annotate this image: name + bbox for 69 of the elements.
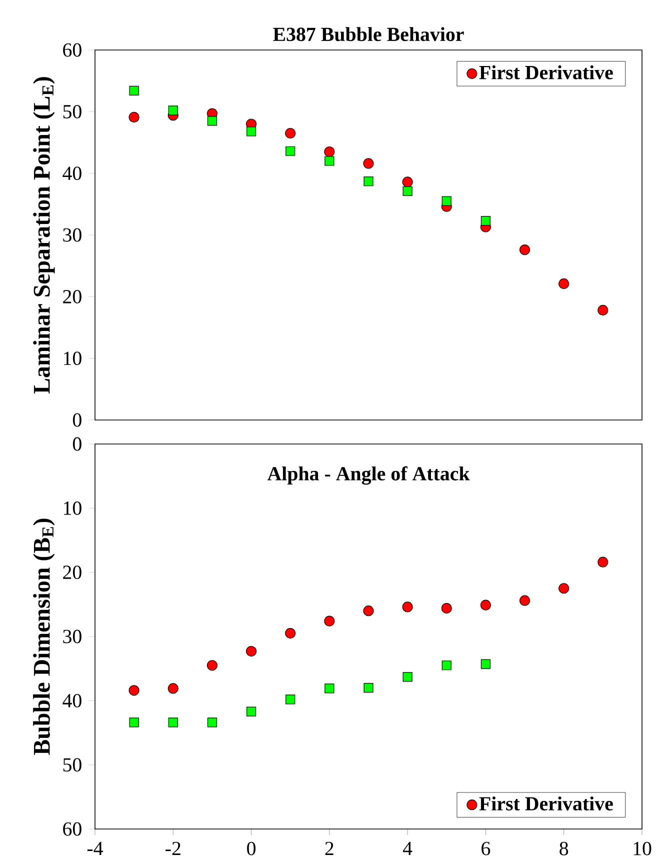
y-tick-label: 0	[73, 437, 82, 451]
point	[208, 718, 218, 728]
x-tick-label: 4	[403, 842, 412, 855]
y-axis-title: Laminar Separation Point (L$_{E}$)	[33, 77, 55, 394]
point	[285, 128, 296, 139]
point	[598, 556, 608, 568]
x-tick-label: 6	[482, 842, 490, 856]
point	[402, 602, 414, 612]
point	[520, 595, 530, 606]
y-axis-title: Bubble Dimension (B$_{E}$)	[33, 518, 55, 755]
point	[246, 706, 256, 716]
point	[286, 694, 296, 704]
point	[207, 660, 218, 671]
point	[364, 176, 374, 186]
y-tick-label: 40	[62, 166, 82, 180]
point	[520, 244, 530, 256]
point	[402, 672, 413, 682]
point	[480, 600, 492, 610]
x-tick-label: 2	[326, 842, 334, 856]
y-tick-label: 60	[63, 822, 82, 836]
point	[442, 660, 452, 670]
y-tick-label: 50	[64, 104, 82, 118]
point	[168, 683, 179, 694]
point	[129, 86, 140, 96]
point	[598, 304, 608, 316]
point	[364, 683, 374, 693]
point	[128, 685, 140, 696]
point	[363, 158, 374, 169]
point	[324, 156, 334, 166]
y-tick-label: 10	[64, 501, 82, 515]
point	[129, 718, 140, 728]
y-tick-label: 20	[63, 290, 82, 304]
point	[481, 216, 491, 226]
x-tick-label: 10	[634, 842, 652, 856]
y-tick-label: 20	[63, 566, 82, 580]
point	[285, 628, 296, 639]
point	[324, 146, 335, 158]
x-tick-label: -4	[88, 842, 104, 855]
legend-label: First Derivative	[480, 65, 614, 80]
y-tick-label: 40	[62, 694, 82, 708]
point	[442, 602, 452, 614]
point	[286, 146, 296, 156]
legend-label: First Derivative	[480, 796, 614, 810]
y-tick-label: 50	[64, 758, 82, 772]
point	[168, 106, 178, 116]
point	[481, 659, 491, 669]
point	[402, 176, 414, 188]
chart-title: E387 Bubble Behavior	[273, 27, 464, 42]
point	[324, 684, 334, 694]
x-tick-label: 0	[247, 842, 256, 856]
point	[442, 196, 452, 206]
x-tick-label: 8	[560, 842, 568, 856]
point	[558, 278, 570, 290]
y-tick-label: 30	[63, 630, 82, 644]
point	[324, 616, 335, 626]
y-tick-label: 30	[63, 228, 82, 242]
point	[208, 116, 218, 126]
x-axis-title: Alpha - Angle of Attack	[268, 466, 470, 485]
point	[402, 186, 413, 196]
x-tick-label: -2	[166, 842, 181, 856]
point	[246, 126, 256, 136]
point	[363, 606, 374, 616]
point	[128, 112, 140, 123]
point	[558, 583, 570, 594]
y-tick-label: 10	[64, 352, 82, 366]
point	[246, 646, 257, 657]
point	[168, 718, 178, 728]
y-tick-label: 0	[73, 413, 82, 427]
y-tick-label: 60	[63, 43, 82, 57]
